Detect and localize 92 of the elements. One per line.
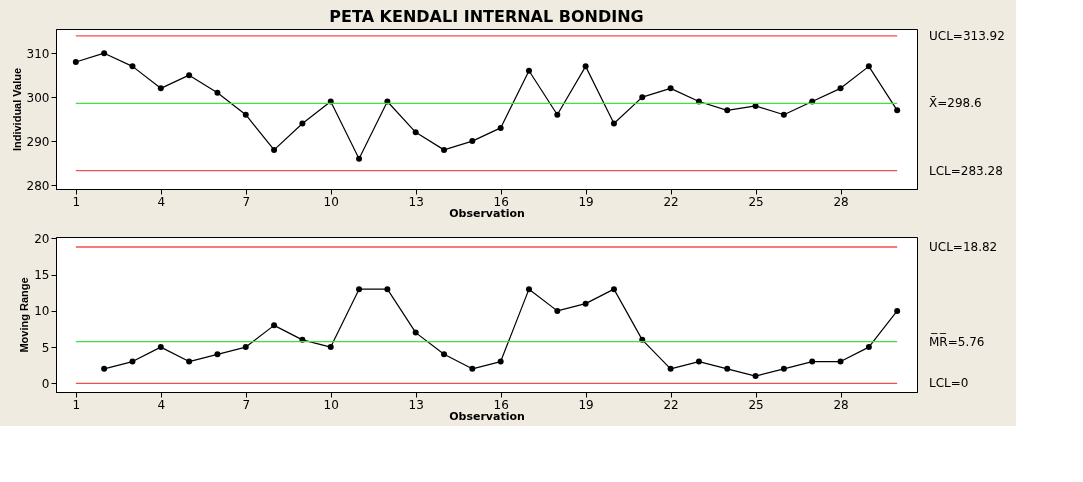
point xyxy=(809,358,816,365)
x-tick-label: 22 xyxy=(663,194,679,209)
point xyxy=(214,351,221,358)
x-axis-title: Observation xyxy=(449,206,525,220)
x-tick-label: 16 xyxy=(493,194,509,209)
point xyxy=(780,365,787,372)
point xyxy=(356,286,363,293)
point xyxy=(384,286,391,293)
x-tick-label: 13 xyxy=(408,397,424,412)
x-tick-label: 1 xyxy=(72,397,81,412)
x-tick-label: 1 xyxy=(72,194,81,209)
x-tick-label: 19 xyxy=(578,397,594,412)
ref-line-label: M̅R̅=5.76 xyxy=(929,333,985,349)
point xyxy=(667,85,674,92)
point xyxy=(497,124,504,131)
point xyxy=(469,138,476,145)
y-tick-label: 10 xyxy=(34,304,50,319)
x-tick-label: 16 xyxy=(493,397,509,412)
point xyxy=(242,111,249,118)
y-tick-label: 280 xyxy=(26,178,50,193)
y-tick-label: 5 xyxy=(41,340,50,355)
chart-title: PETA KENDALI INTERNAL BONDING xyxy=(329,7,644,26)
ref-line-label: LCL=283.28 xyxy=(929,163,1003,178)
point xyxy=(610,286,617,293)
point xyxy=(469,365,476,372)
point xyxy=(865,63,872,70)
point xyxy=(271,322,278,329)
point xyxy=(441,146,448,153)
x-tick-label: 7 xyxy=(242,194,251,209)
y-tick-label: 0 xyxy=(41,376,50,391)
y-axis-title: Individual Value xyxy=(10,67,23,152)
point xyxy=(582,63,589,70)
point xyxy=(186,72,193,79)
point xyxy=(724,107,731,114)
x-tick-label: 4 xyxy=(157,194,166,209)
point xyxy=(412,329,419,336)
point xyxy=(639,94,646,101)
point xyxy=(610,120,617,127)
ref-line-label: UCL=18.82 xyxy=(929,240,998,254)
ref-line-label: LCL=0 xyxy=(929,376,969,391)
point xyxy=(101,365,108,372)
x-tick-label: 19 xyxy=(578,194,594,209)
point xyxy=(271,146,278,153)
point xyxy=(525,67,532,74)
y-tick-label: 300 xyxy=(26,90,50,105)
point xyxy=(724,365,731,372)
x-tick-label: 28 xyxy=(833,397,849,412)
point xyxy=(837,358,844,365)
point xyxy=(299,120,306,127)
y-tick-label: 15 xyxy=(34,268,50,283)
x-tick-label: 22 xyxy=(663,397,679,412)
point xyxy=(865,344,872,351)
point xyxy=(497,358,504,365)
x-tick-label: 4 xyxy=(157,397,166,412)
point xyxy=(554,307,561,314)
y-axis-title: Moving Range xyxy=(18,277,31,353)
x-tick-label: 25 xyxy=(748,194,764,209)
point xyxy=(101,50,108,57)
ref-line-label: UCL=313.92 xyxy=(929,28,1005,43)
point xyxy=(752,373,759,380)
point xyxy=(894,107,901,114)
x-tick-label: 25 xyxy=(748,397,764,412)
point xyxy=(695,358,702,365)
point xyxy=(129,63,136,70)
point xyxy=(214,89,221,96)
point xyxy=(441,351,448,358)
y-tick-label: 20 xyxy=(34,231,50,246)
x-tick-label: 7 xyxy=(242,397,251,412)
x-tick-label: 10 xyxy=(323,194,339,209)
y-tick-label: 290 xyxy=(26,134,50,149)
point xyxy=(667,365,674,372)
point xyxy=(837,85,844,92)
point xyxy=(356,155,363,162)
point xyxy=(129,358,136,365)
x-tick-label: 28 xyxy=(833,194,849,209)
point xyxy=(72,58,79,65)
ref-line-label: X̄=298.6 xyxy=(929,96,982,111)
x-tick-label: 13 xyxy=(408,194,424,209)
point xyxy=(780,111,787,118)
x-axis-title: Observation xyxy=(449,409,525,423)
point xyxy=(157,344,164,351)
point xyxy=(186,358,193,365)
point xyxy=(894,307,901,314)
point xyxy=(525,286,532,293)
point xyxy=(582,300,589,307)
point xyxy=(242,344,249,351)
x-tick-label: 10 xyxy=(323,397,339,412)
y-tick-label: 310 xyxy=(26,46,50,61)
point xyxy=(554,111,561,118)
point xyxy=(412,129,419,136)
point xyxy=(157,85,164,92)
point xyxy=(327,344,334,351)
